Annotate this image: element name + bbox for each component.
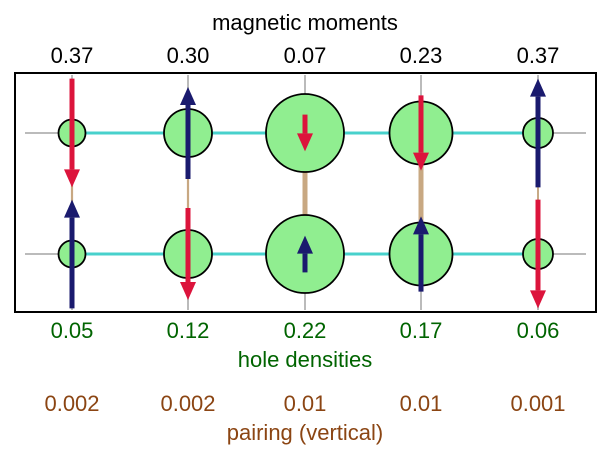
arrow-down-icon [180, 282, 196, 300]
magnetic-moment-label: 0.37 [517, 43, 560, 68]
arrow-up-icon [64, 199, 80, 218]
arrow-up-icon [180, 87, 196, 105]
arrow-down-icon [64, 169, 80, 188]
pairing-label: 0.002 [44, 391, 99, 416]
pairing-label: 0.001 [510, 391, 565, 416]
arrow-up-icon [413, 216, 429, 235]
hole-density-label: 0.22 [284, 318, 327, 343]
hole-densities-title: hole densities [238, 347, 373, 372]
magnetic-moment-label: 0.23 [400, 43, 443, 68]
magnetic-moments-title: magnetic moments [212, 10, 398, 35]
hole-density-label: 0.12 [167, 318, 210, 343]
magnetic-moment-label: 0.30 [167, 43, 210, 68]
hole-density-label: 0.06 [517, 318, 560, 343]
arrow-down-icon [413, 152, 429, 171]
pairing-label: 0.01 [284, 391, 327, 416]
pairing-title: pairing (vertical) [227, 420, 384, 445]
magnetic-moment-label: 0.37 [51, 43, 94, 68]
pairing-label: 0.01 [400, 391, 443, 416]
arrow-up-icon [297, 235, 313, 254]
arrow-down-icon [297, 133, 313, 152]
magnetic-moment-label: 0.07 [284, 43, 327, 68]
pairing-label: 0.002 [160, 391, 215, 416]
lattice-sites [25, 75, 586, 310]
arrow-down-icon [530, 290, 546, 309]
hole-density-label: 0.17 [400, 318, 443, 343]
arrow-up-icon [530, 78, 546, 97]
hole-density-label: 0.05 [51, 318, 94, 343]
